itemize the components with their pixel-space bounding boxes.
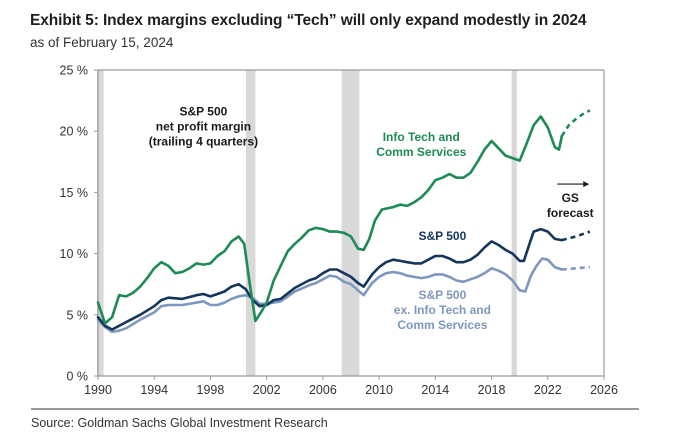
gs-forecast-label-line: forecast — [547, 206, 594, 220]
recession-bar — [341, 70, 360, 376]
sp500-margin-note-line: net profit margin — [156, 119, 251, 133]
x-tick-label: 1990 — [84, 383, 112, 397]
sp500-margin-note-line: (trailing 4 quarters) — [149, 134, 258, 148]
recession-bar — [97, 70, 104, 376]
series-line-s-p-500-ex-info-tech-and-comm-services-gs-forecast — [561, 265, 591, 271]
x-tick-label: 2018 — [478, 383, 506, 397]
plot-frame — [97, 69, 605, 377]
sp500-ex-label-line: ex. Info Tech and — [394, 303, 491, 317]
series-lines — [96, 109, 591, 334]
x-tick-label: 2026 — [590, 383, 618, 397]
forecast-arrowhead-icon — [583, 181, 590, 188]
y-tick-label: 10 % — [60, 247, 89, 261]
sp500-label-line: S&P 500 — [418, 229, 466, 243]
y-tick-label: 15 % — [60, 186, 89, 200]
y-tick-label: 5 % — [66, 308, 88, 322]
sp500-ex-label-line: S&P 500 — [418, 288, 466, 302]
x-tick-label: 2022 — [534, 383, 562, 397]
y-tick-label: 20 % — [60, 125, 89, 139]
gs-forecast-label-line: GS — [562, 191, 579, 205]
x-tick-label: 2010 — [365, 383, 393, 397]
info-tech-label-line: Info Tech and — [383, 130, 460, 144]
y-tick-label: 0 % — [66, 370, 88, 384]
x-axis: 1990 1994 1998 2002 2006 2010 2014 2018 2022 2026 — [84, 376, 618, 397]
source-note: Source: Goldman Sachs Global Investment … — [31, 416, 328, 430]
x-tick-label: 2006 — [309, 383, 337, 397]
chart-title: Exhibit 5: Index margins excluding “Tech… — [30, 12, 587, 29]
sp500-margin-note-line: S&P 500 — [180, 104, 228, 118]
y-tick-label: 25 % — [60, 64, 89, 78]
series-line-info-tech-and-comm-services-gs-forecast — [560, 109, 591, 137]
series-line-s-p-500 — [96, 227, 564, 331]
x-tick-label: 1998 — [197, 383, 225, 397]
recession-bar — [245, 70, 256, 376]
x-tick-label: 2014 — [421, 383, 449, 397]
y-axis: 0 % 5 % 10 % 15 % 20 % 25 % — [60, 64, 98, 384]
x-tick-label: 1994 — [140, 383, 168, 397]
info-tech-label-line: Comm Services — [376, 145, 466, 159]
recession-shading-group — [97, 70, 517, 376]
series-line-s-p-500-gs-forecast — [561, 230, 591, 242]
source-divider — [31, 408, 639, 410]
recession-bar — [511, 70, 517, 376]
series-line-info-tech-and-comm-services — [96, 115, 564, 325]
sp500-ex-label-line: Comm Services — [397, 318, 487, 332]
series-line-s-p-500-ex-info-tech-and-comm-services — [96, 257, 564, 334]
x-tick-label: 2002 — [253, 383, 281, 397]
chart-subtitle: as of February 15, 2024 — [30, 35, 174, 50]
